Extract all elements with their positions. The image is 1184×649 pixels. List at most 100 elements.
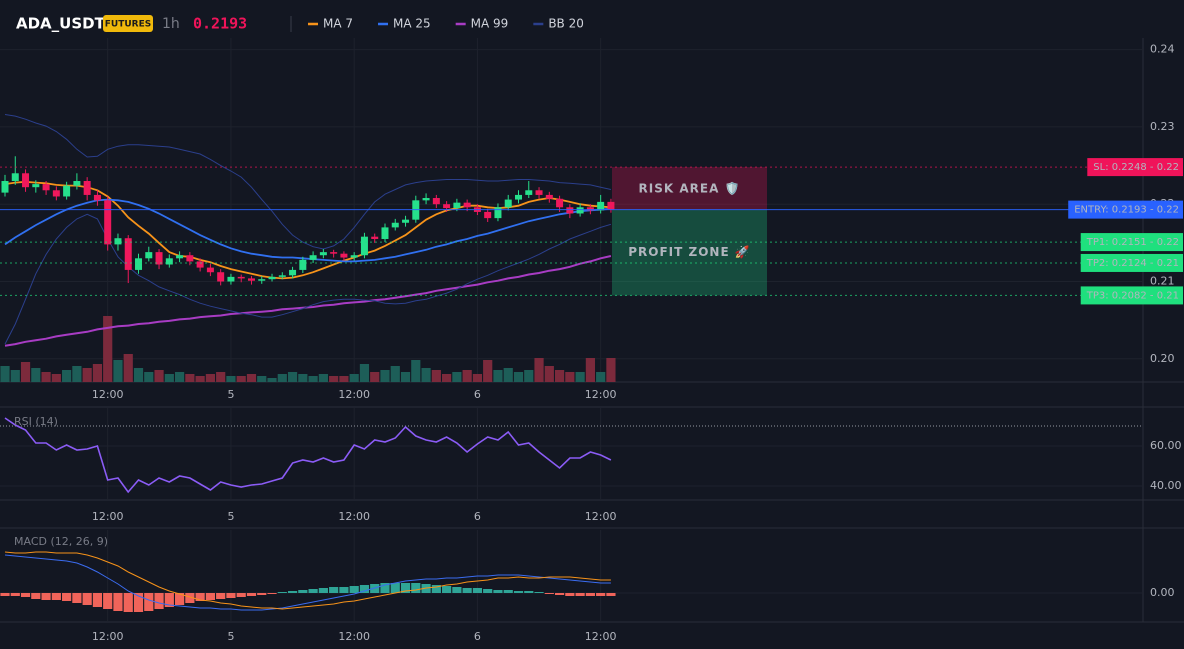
volume-bar [585,358,595,382]
candle-body [422,198,430,201]
macd-histogram-bar [236,593,246,597]
y-tick-label: 0.21 [1150,275,1175,288]
macd-histogram-bar [257,593,267,595]
volume-bar [62,370,72,382]
volume-bar [524,370,534,382]
macd-histogram-bar [298,590,308,593]
macd-histogram-bar [123,593,133,612]
candle-body [597,201,605,211]
volume-bar [544,366,554,382]
volume-bar [339,376,349,382]
candle-body [432,198,440,205]
candle-body [402,219,410,223]
macd-histogram-bar [483,589,493,593]
macd-histogram-bar [82,593,92,605]
marks-layer [0,114,616,612]
volume-bar [31,368,41,382]
ma-line [4,255,612,347]
volume-bar [390,366,400,382]
candle-body [330,252,338,254]
level-label-bg [1080,233,1183,252]
macd-histogram-bar [10,593,20,596]
candle-body [504,199,512,208]
volume-bar [133,368,144,382]
candle-body [124,238,132,270]
candle-body [556,198,564,208]
badge: FUTURES [105,20,151,30]
x-tick-label: 12:00 [585,510,617,523]
candle-body [371,236,379,239]
x-tick-label: 6 [474,388,481,401]
macd-histogram-bar [277,592,287,593]
macd-histogram-bar [41,593,51,600]
volume-bar [462,370,472,382]
volume-bar [195,376,205,382]
macd-histogram-bar [585,593,595,596]
level-label: SL: 0.2248 - 0.22 [1093,162,1179,173]
candle-body [247,278,255,281]
x-tick-label: 6 [474,630,481,643]
volume-bar [400,372,411,382]
volume-bar [82,368,92,382]
candle-body [309,255,317,260]
candle-body [237,276,245,279]
candle-body [566,207,574,214]
x-tick-label: 12:00 [92,388,124,401]
legend-label: MA 7 [323,17,353,31]
candle-body [535,190,543,195]
volume-bar [452,372,462,382]
candle-body [73,181,81,186]
x-tick-label: 12:00 [338,630,370,643]
volume-bar [493,370,503,382]
volume-bar [10,370,20,382]
volume-bar [185,374,195,382]
x-tick-label: 12:00 [92,510,124,523]
candle-body [135,258,143,270]
symbol: ADA_USDT [16,15,106,33]
macd-line [4,554,611,611]
x-tick-label: 5 [227,388,234,401]
candle-body [83,181,91,195]
volume-bar [554,370,565,382]
macd-histogram-bar [606,593,616,596]
macd-histogram-bar [92,593,103,607]
volume-bar [431,370,441,382]
candle-body [268,276,276,280]
candle-body [227,276,235,282]
ma-line [4,198,611,263]
candle-body [165,258,173,265]
pane-title: RSI (14) [14,415,58,428]
interval: 1h [162,16,180,32]
candle-body [484,211,492,219]
signal-line [4,551,611,610]
candle-body [206,267,214,273]
macd-histogram-bar [554,593,565,595]
volume-bar [164,374,174,382]
level-label-bg [1080,286,1183,305]
x-tick-label: 12:00 [338,388,370,401]
y-tick-label: 0.20 [1150,352,1175,365]
macd-histogram-bar [524,591,534,593]
volume-bar [421,368,431,382]
volume-bar [329,376,339,382]
zone [612,209,767,296]
macd-histogram-bar [359,585,370,593]
candle-body [607,201,615,210]
macd-histogram-bar [31,593,41,599]
macd-histogram-bar [534,592,544,593]
candle-body [22,173,30,188]
candle-body [217,272,225,282]
candle-body [494,207,502,219]
x-tick-label: 5 [227,510,234,523]
candle-body [258,279,266,281]
volume-bar [318,374,328,382]
macd-histogram-bar [339,587,349,593]
volume-bar [216,372,226,382]
y-tick-label: 40.00 [1150,479,1182,492]
macd-histogram-bar [195,593,205,601]
volume-bar [72,366,82,382]
macd-histogram-bar [503,590,513,593]
volume-bar [92,364,103,382]
volume-bar [0,366,10,382]
